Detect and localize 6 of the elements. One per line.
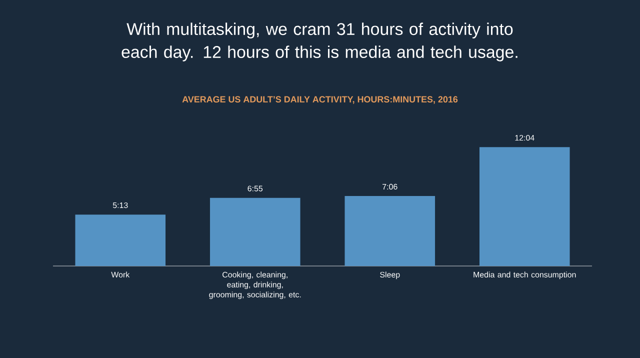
bar	[344, 196, 436, 266]
bar	[210, 198, 300, 266]
bar	[75, 214, 166, 266]
bar	[479, 147, 570, 266]
chart-subtitle: AVERAGE US ADULT’S DAILY ACTIVITY, HOURS:MINUTES, 2016	[182, 96, 458, 104]
chart-title: With multitasking, we cram 31 hours of activity into each day. 12 hours of this is media and tech usage.	[122, 22, 518, 62]
